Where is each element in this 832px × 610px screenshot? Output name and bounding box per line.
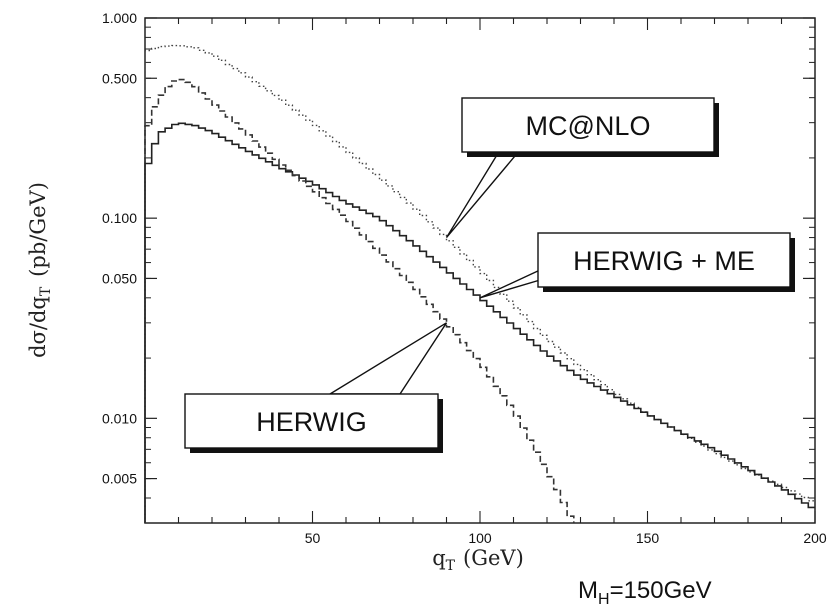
y-axis-title-unit: (pb/GeV)	[26, 182, 50, 277]
series-layer	[144, 44, 815, 523]
y-axis-title-sub: T	[38, 286, 54, 296]
axis-ticks	[145, 17, 816, 524]
callout-pointer	[327, 322, 448, 395]
x-axis-title-sub: T	[446, 558, 456, 574]
y-tick-label: 0.050	[102, 270, 137, 286]
series-line-herwig-me	[144, 122, 815, 523]
y-tick-label: 0.100	[102, 210, 137, 226]
svg-text:dσ/dqT(pb/GeV): dσ/dqT (pb/GeV)	[26, 182, 54, 358]
x-tick-label: 100	[468, 530, 492, 546]
callout-label: HERWIG	[256, 407, 367, 437]
callout-box	[184, 393, 439, 449]
footer-label-sub: H	[598, 591, 610, 608]
footer-label-rest: =150GeV	[610, 577, 712, 604]
y-tick-label: 0.005	[102, 471, 137, 487]
callout-herwig: HERWIG	[184, 322, 448, 453]
y-axis-title-main: dσ/dq	[26, 296, 50, 358]
x-tick-label: 50	[305, 530, 321, 546]
y-tick-label: 0.500	[102, 70, 137, 86]
mass-footer-label: MH=150GeV	[578, 577, 712, 608]
x-tick-labels: 50 100 150 200	[305, 530, 827, 546]
y-tick-label: 0.010	[102, 410, 137, 426]
svg-text:MH=150GeV: MH=150GeV	[578, 577, 712, 608]
x-tick-label: 150	[636, 530, 660, 546]
callout-pointer	[445, 149, 522, 239]
callout-label: HERWIG + ME	[573, 246, 755, 276]
series-line-herwig	[144, 78, 575, 523]
callout-layer: MC@NLO HERWIG + ME HERWIG	[184, 97, 795, 453]
footer-label-main: M	[578, 577, 598, 604]
x-tick-label: 200	[803, 530, 827, 546]
callout-box	[461, 97, 715, 153]
x-axis-title: qT (GeV)	[432, 546, 524, 574]
callout-herwig-me: HERWIG + ME	[479, 232, 795, 299]
callout-pointer	[479, 268, 541, 299]
x-axis-title-main: q	[432, 546, 445, 570]
callout-label: MC@NLO	[526, 111, 651, 141]
x-axis-title-unit: (GeV)	[463, 546, 524, 570]
callout-mc-nlo: MC@NLO	[445, 97, 719, 239]
y-axis-title: dσ/dqT (pb/GeV)	[26, 182, 54, 358]
svg-text:qT(GeV): qT (GeV)	[432, 546, 524, 574]
y-tick-label: 1.000	[102, 10, 137, 26]
y-tick-labels: 1.000 0.500 0.100 0.050 0.010 0.005	[102, 10, 137, 487]
callout-box	[537, 232, 791, 288]
